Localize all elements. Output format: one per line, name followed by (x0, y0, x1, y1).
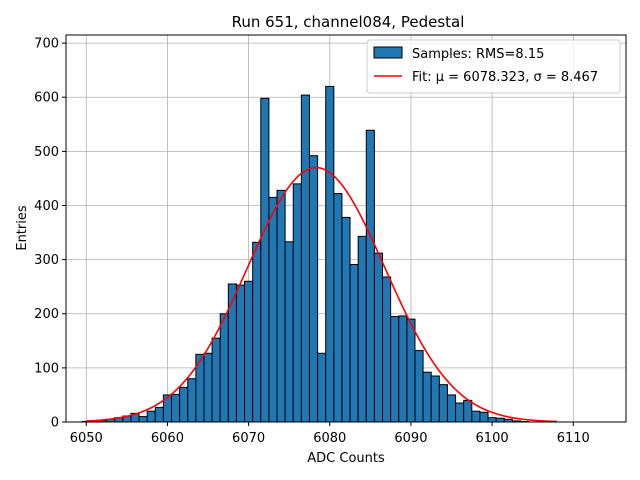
histogram-bar (203, 352, 213, 423)
plot-frame (65, 34, 627, 423)
histogram-bar (463, 399, 473, 423)
histogram-bar (422, 371, 432, 423)
legend: Samples: RMS=8.15 Fit: μ = 6078.323, σ =… (366, 39, 621, 94)
histogram-bar (382, 276, 392, 423)
x-tick-label: 6110 (557, 431, 590, 446)
histogram-bar (341, 216, 351, 423)
y-tick-label: 0 (51, 416, 59, 431)
y-tick-label: 200 (34, 307, 59, 322)
legend-box (366, 39, 621, 94)
histogram-bar (390, 315, 400, 423)
histogram-bar (244, 280, 254, 423)
histogram-bar (495, 417, 505, 423)
y-tick-label: 300 (34, 253, 59, 268)
histogram-bar (406, 318, 416, 423)
histogram-bar (284, 241, 294, 423)
histogram-bar (438, 384, 448, 423)
histogram-bar (317, 352, 327, 423)
chart-title: Run 651, channel084, Pedestal (232, 13, 465, 31)
histogram-bar (373, 252, 384, 423)
histogram-bar (308, 155, 319, 423)
y-axis-label: Entries (15, 205, 30, 251)
x-tick-label: 6070 (232, 431, 265, 446)
y-tick-label: 500 (34, 145, 59, 160)
histogram-bar (398, 315, 408, 423)
histogram-bar (414, 350, 424, 423)
x-tick-label: 6090 (394, 431, 427, 446)
gaussian-fit-curve (86, 166, 558, 423)
y-tick-label: 400 (34, 199, 59, 214)
x-tick-label: 6080 (313, 431, 346, 446)
x-tick-label: 6050 (70, 431, 103, 446)
histogram-bar (187, 378, 197, 423)
histogram-bar (171, 393, 181, 423)
histogram-bar (479, 411, 489, 423)
x-tick-label: 6060 (151, 431, 184, 446)
histogram-bar (349, 263, 359, 423)
histogram-bar (357, 235, 367, 423)
histogram-bar (219, 313, 229, 423)
histogram-bar (455, 402, 465, 423)
histogram-bar (260, 97, 270, 423)
legend-fit-label: Fit: μ = 6078.323, σ = 8.467 (412, 70, 598, 85)
y-tick-label: 700 (34, 37, 59, 52)
x-axis-label: ADC Counts (307, 451, 385, 466)
histogram-bar (430, 375, 440, 423)
histogram-bar (154, 406, 164, 423)
histogram-bar (268, 196, 278, 423)
histogram-bar (333, 193, 343, 423)
histogram-bar (235, 284, 246, 423)
x-axis-ticks: 6050 6060 6070 6080 6090 6100 6110 (70, 422, 590, 446)
histogram-bar (252, 241, 262, 423)
y-axis-ticks: 0 100 200 300 400 500 600 700 (34, 37, 66, 431)
histogram-bar (179, 386, 189, 423)
histogram-bar (292, 183, 302, 423)
legend-histogram-label: Samples: RMS=8.15 (412, 47, 544, 62)
histogram-bar (227, 283, 237, 423)
legend-histogram-swatch (373, 46, 403, 59)
histogram-bar (276, 189, 286, 423)
y-tick-label: 100 (34, 361, 59, 376)
histogram-bar (138, 416, 148, 423)
y-tick-label: 600 (34, 91, 59, 106)
histogram-bar (471, 410, 481, 423)
histogram-bar (365, 129, 375, 423)
histogram-bar (300, 94, 310, 423)
histogram-bar (446, 394, 457, 423)
x-tick-label: 6100 (476, 431, 509, 446)
histogram-bar (325, 85, 335, 423)
histogram-bar (211, 337, 221, 423)
histogram-bar (146, 410, 156, 423)
histogram-bar (487, 417, 497, 423)
